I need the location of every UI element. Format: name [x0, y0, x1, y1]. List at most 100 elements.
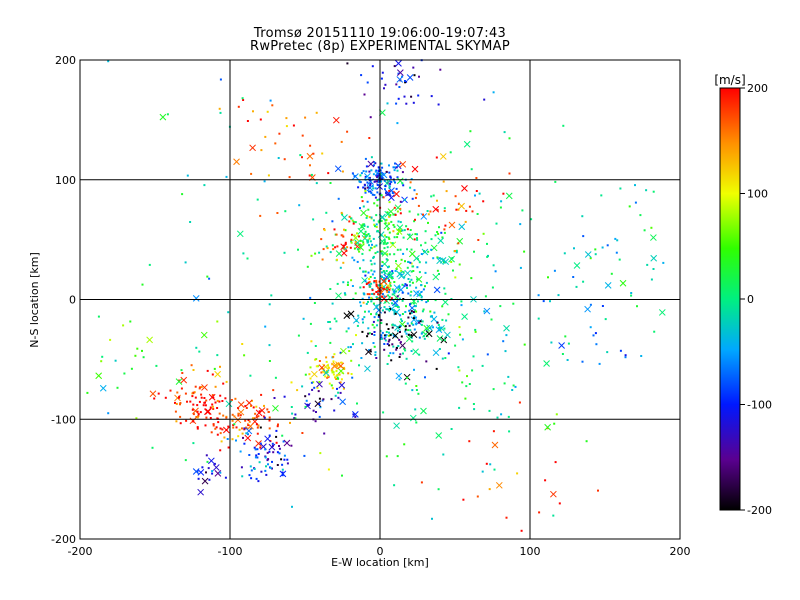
data-point-x: [410, 331, 418, 339]
data-point: [243, 354, 246, 357]
data-point: [549, 300, 551, 303]
data-point: [175, 402, 178, 405]
data-point: [343, 228, 345, 231]
data-point: [475, 177, 478, 179]
data-point: [336, 282, 339, 285]
data-point: [309, 164, 311, 167]
data-point: [86, 391, 89, 394]
data-point: [199, 411, 202, 414]
data-point: [315, 111, 318, 114]
data-point: [372, 173, 375, 176]
data-point: [385, 170, 388, 173]
data-point: [397, 232, 399, 235]
data-point: [630, 292, 633, 294]
data-point: [485, 462, 488, 465]
data-point-x: [432, 273, 440, 281]
data-point-x: [249, 144, 256, 152]
data-point: [442, 453, 445, 456]
data-point: [372, 237, 375, 240]
data-point-x: [192, 468, 200, 475]
data-point: [208, 277, 211, 280]
data-point: [381, 261, 384, 264]
data-point: [420, 323, 423, 326]
data-point: [368, 249, 371, 252]
data-point-x: [393, 190, 400, 198]
data-point: [384, 335, 387, 338]
data-point: [401, 291, 404, 294]
data-point: [461, 381, 464, 384]
data-point: [358, 250, 361, 253]
data-point: [378, 290, 381, 293]
data-point: [409, 186, 412, 189]
data-point: [404, 198, 406, 201]
data-point: [441, 357, 444, 360]
data-point: [351, 376, 354, 379]
data-point: [278, 452, 281, 455]
data-point: [252, 406, 255, 409]
data-point: [598, 362, 601, 365]
data-point: [377, 166, 380, 169]
data-point: [562, 124, 565, 127]
data-point: [388, 189, 391, 192]
data-point: [266, 451, 269, 454]
data-point: [383, 306, 386, 309]
data-point-x: [366, 184, 374, 192]
data-point: [365, 216, 368, 219]
data-point: [393, 484, 396, 487]
data-point: [394, 312, 397, 315]
data-point: [405, 284, 408, 287]
data-point: [181, 372, 184, 374]
data-point: [365, 233, 368, 236]
data-point: [373, 161, 376, 164]
data-point-x: [365, 348, 372, 356]
data-point: [373, 180, 376, 183]
data-point: [344, 241, 347, 244]
data-point: [359, 304, 362, 307]
data-point: [218, 412, 221, 415]
data-point: [496, 416, 499, 419]
data-point: [503, 131, 506, 134]
data-point: [203, 401, 206, 404]
data-point: [362, 301, 365, 304]
data-point: [429, 310, 432, 313]
data-point: [342, 235, 345, 238]
data-point: [518, 401, 521, 404]
data-point: [385, 455, 388, 458]
data-point: [400, 318, 403, 321]
data-point: [594, 253, 597, 256]
data-point: [430, 95, 433, 98]
data-point: [238, 428, 241, 431]
data-point: [242, 99, 245, 101]
data-point-x: [340, 347, 347, 355]
data-point-x: [197, 488, 205, 496]
data-point: [380, 250, 383, 253]
data-point: [519, 223, 522, 226]
data-point: [405, 225, 408, 228]
data-point: [484, 295, 487, 298]
data-point: [373, 292, 376, 295]
data-point: [392, 166, 395, 169]
data-point: [372, 302, 375, 305]
data-point-x: [543, 360, 550, 367]
data-point: [378, 198, 381, 201]
data-point: [390, 359, 393, 362]
data-point: [259, 442, 262, 445]
data-point: [359, 239, 362, 242]
data-point: [269, 466, 272, 469]
data-point: [260, 393, 263, 396]
data-point: [205, 399, 208, 402]
data-point: [363, 292, 366, 295]
data-point: [393, 225, 396, 228]
data-point: [362, 241, 365, 244]
data-point: [354, 415, 357, 418]
data-point: [369, 182, 372, 185]
data-point: [222, 382, 225, 385]
data-point-x: [380, 277, 388, 285]
data-point: [550, 341, 553, 344]
data-point-x: [316, 380, 323, 388]
data-point: [402, 184, 405, 187]
data-point: [318, 403, 321, 405]
data-point: [370, 269, 373, 272]
data-point-x: [383, 273, 391, 281]
data-point: [293, 417, 296, 419]
